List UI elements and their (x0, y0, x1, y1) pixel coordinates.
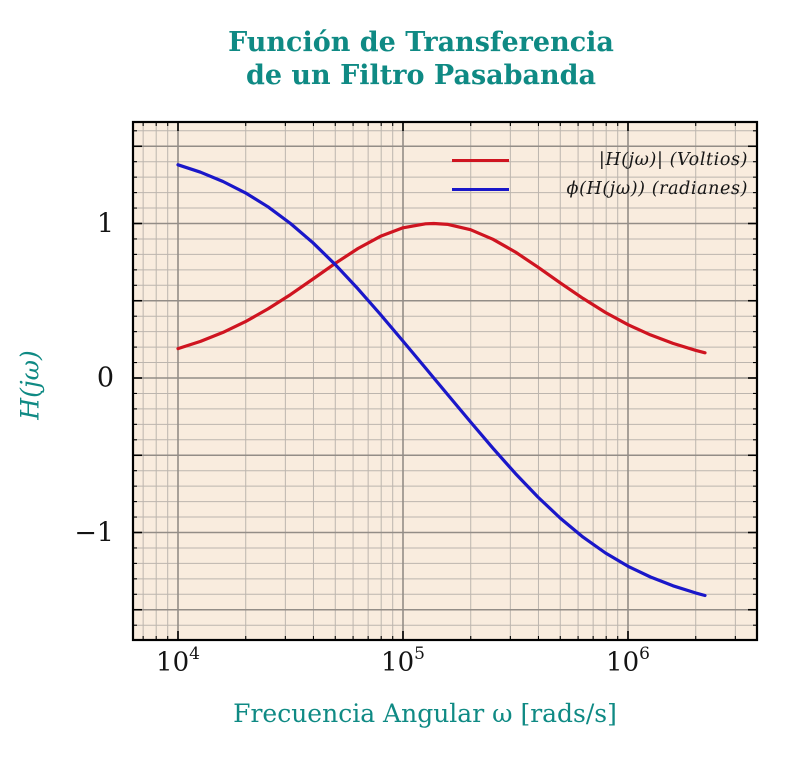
x-tick-label-10e5: 105 (381, 644, 425, 678)
magnitude-curve (176, 221, 707, 355)
legend-label-magnitude: |H(jω)| (Voltios) (598, 150, 748, 170)
y-tick-label-0: 0 (96, 362, 114, 394)
phase-curve (176, 163, 707, 598)
x-tick-label-10e4: 104 (156, 644, 200, 678)
x-axis-label: Frecuencia Angular ω [rads/s] (233, 699, 617, 728)
phase-line-sample (452, 187, 509, 191)
y-tick-label--1: −1 (74, 517, 114, 548)
legend-item-magnitude: |H(jω)| (Voltios) (452, 148, 748, 172)
x-tick-label-10e6: 106 (606, 644, 650, 678)
legend-item-phase: ϕ(H(jω)) (radianes) (452, 177, 748, 201)
y-tick-label-1: 1 (96, 208, 114, 239)
chart-title-line1: Función de Transferencia (228, 27, 614, 58)
plot-border (131, 120, 759, 642)
magnitude-line-sample (452, 158, 509, 162)
legend-label-phase: ϕ(H(jω)) (radianes) (566, 179, 748, 199)
chart-title: Función de Transferencia de un Filtro Pa… (109, 26, 733, 92)
chart-title-line2: de un Filtro Pasabanda (245, 60, 597, 91)
